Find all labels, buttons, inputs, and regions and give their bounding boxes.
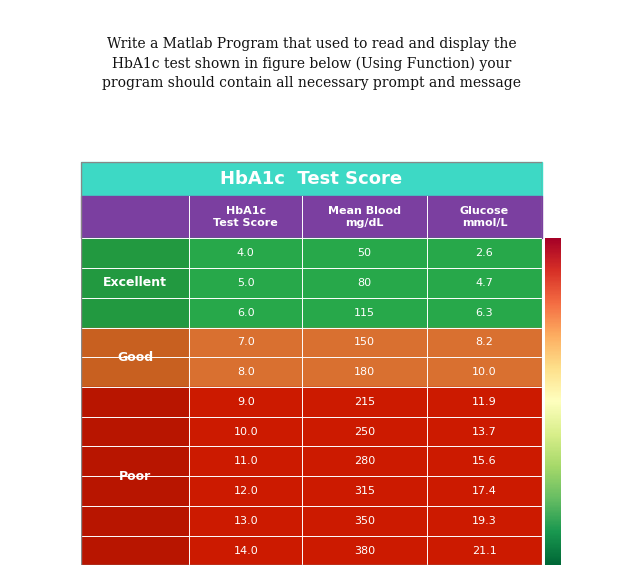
Text: Write a Matlab Program that used to read and display the
HbA1c test shown in fig: Write a Matlab Program that used to read… — [102, 37, 521, 90]
Text: 12.0: 12.0 — [234, 486, 258, 496]
Text: Excellent: Excellent — [103, 276, 167, 290]
Bar — [427, 238, 542, 268]
Bar — [81, 506, 189, 535]
Bar — [189, 476, 302, 506]
Bar — [302, 476, 427, 506]
Bar — [189, 535, 302, 565]
Text: 14.0: 14.0 — [234, 546, 258, 556]
Text: HbA1c
Test Score: HbA1c Test Score — [214, 207, 278, 228]
Text: 250: 250 — [354, 426, 375, 437]
Text: 10.0: 10.0 — [234, 426, 258, 437]
Bar — [189, 506, 302, 535]
Bar — [427, 357, 542, 387]
Text: 17.4: 17.4 — [472, 486, 497, 496]
Bar — [427, 506, 542, 535]
Bar — [302, 328, 427, 357]
Text: Glucose
mmol/L: Glucose mmol/L — [460, 207, 509, 228]
Text: 315: 315 — [354, 486, 375, 496]
Text: 115: 115 — [354, 308, 375, 318]
Text: Good: Good — [117, 351, 153, 364]
Bar — [427, 328, 542, 357]
Bar — [81, 268, 189, 298]
Text: HbA1c  Test Score: HbA1c Test Score — [221, 170, 402, 188]
Bar — [189, 417, 302, 447]
Text: 350: 350 — [354, 516, 375, 526]
Bar — [189, 357, 302, 387]
Bar — [427, 476, 542, 506]
Text: 21.1: 21.1 — [472, 546, 497, 556]
Bar — [427, 535, 542, 565]
Text: 15.6: 15.6 — [472, 456, 497, 466]
Text: Mean Blood
mg/dL: Mean Blood mg/dL — [328, 207, 401, 228]
Bar — [81, 162, 542, 196]
Text: 13.0: 13.0 — [234, 516, 258, 526]
Bar — [427, 417, 542, 447]
Bar — [302, 417, 427, 447]
Text: 215: 215 — [354, 397, 375, 407]
Bar — [302, 298, 427, 328]
Bar — [189, 328, 302, 357]
Bar — [427, 387, 542, 417]
Bar — [189, 298, 302, 328]
Text: 150: 150 — [354, 338, 375, 347]
Bar — [81, 476, 189, 506]
Text: 10.0: 10.0 — [472, 367, 497, 377]
Text: 380: 380 — [354, 546, 375, 556]
Bar — [81, 535, 189, 565]
Text: 4.7: 4.7 — [475, 278, 493, 288]
Bar — [189, 268, 302, 298]
Bar — [427, 268, 542, 298]
Bar — [302, 535, 427, 565]
Bar — [427, 298, 542, 328]
Bar — [81, 357, 189, 387]
Bar — [189, 447, 302, 476]
Text: 19.3: 19.3 — [472, 516, 497, 526]
Text: 80: 80 — [358, 278, 371, 288]
Text: Poor: Poor — [119, 470, 151, 483]
Text: 50: 50 — [358, 248, 371, 258]
Bar — [189, 238, 302, 268]
Bar — [81, 447, 189, 476]
Bar — [81, 196, 542, 238]
Text: 11.9: 11.9 — [472, 397, 497, 407]
Bar — [302, 447, 427, 476]
Bar — [81, 417, 189, 447]
Bar — [302, 357, 427, 387]
Text: 13.7: 13.7 — [472, 426, 497, 437]
Text: 11.0: 11.0 — [234, 456, 258, 466]
Text: 180: 180 — [354, 367, 375, 377]
Text: 4.0: 4.0 — [237, 248, 255, 258]
Bar — [302, 387, 427, 417]
Text: 280: 280 — [354, 456, 375, 466]
Bar — [302, 506, 427, 535]
Text: 7.0: 7.0 — [237, 338, 255, 347]
Bar — [81, 387, 189, 417]
Text: 6.0: 6.0 — [237, 308, 255, 318]
Bar — [81, 238, 189, 268]
Bar — [302, 268, 427, 298]
Bar — [81, 328, 189, 357]
Text: 6.3: 6.3 — [475, 308, 493, 318]
Text: 5.0: 5.0 — [237, 278, 255, 288]
Text: 9.0: 9.0 — [237, 397, 255, 407]
Bar — [302, 238, 427, 268]
Text: 8.0: 8.0 — [237, 367, 255, 377]
Bar — [189, 387, 302, 417]
Bar — [81, 298, 189, 328]
Text: 2.6: 2.6 — [475, 248, 493, 258]
Bar — [427, 447, 542, 476]
Text: 8.2: 8.2 — [475, 338, 493, 347]
